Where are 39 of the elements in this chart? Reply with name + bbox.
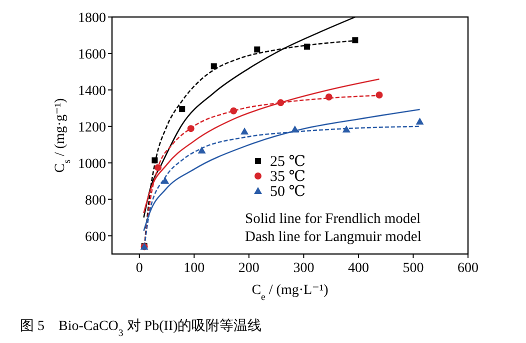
point (152, 157, 158, 164)
y-tick-label: 1800 (78, 11, 106, 26)
point (277, 99, 284, 106)
legend-label: 35 ℃ (270, 169, 306, 185)
annotation: Dash line for Langmuir model (245, 229, 422, 245)
x-axis-title: C$_{e}$ / (mg·L⁻¹) (252, 283, 329, 302)
y-tick-label: 1200 (78, 120, 106, 136)
legend-label: 25 ℃ (270, 154, 306, 170)
x-tick-label: 500 (402, 261, 424, 276)
point (187, 125, 194, 132)
annotation: Solid line for Frendlich model (245, 211, 421, 227)
point (254, 46, 260, 52)
point (240, 127, 249, 134)
y-tick-label: 1600 (78, 47, 106, 62)
point (179, 106, 186, 112)
point (342, 125, 350, 132)
x-tick-label: 0 (136, 261, 143, 276)
point (416, 118, 424, 125)
point (325, 94, 332, 101)
x-tick-label: 200 (238, 261, 260, 276)
caption: 图 5 Bio-CaCO$_{3}$ 对 Pb(II)的吸附等温线 (20, 318, 262, 338)
x-tick-label: 600 (458, 261, 478, 276)
y-tick-label: 800 (85, 193, 106, 208)
y-tick-label: 1400 (78, 84, 106, 99)
legend-label: 50 ℃ (270, 184, 306, 200)
point (198, 146, 206, 154)
point (304, 44, 310, 50)
point (161, 176, 170, 184)
point (154, 164, 162, 172)
y-tick-label: 1000 (78, 156, 106, 172)
point (376, 92, 383, 99)
x-tick-label: 300 (293, 261, 314, 276)
point (210, 63, 217, 70)
y-tick-label: 600 (85, 230, 106, 245)
point (290, 125, 299, 132)
point (352, 37, 358, 44)
x-tick-label: 400 (348, 261, 369, 276)
point (230, 107, 238, 114)
x-tick-label: 100 (184, 261, 205, 276)
